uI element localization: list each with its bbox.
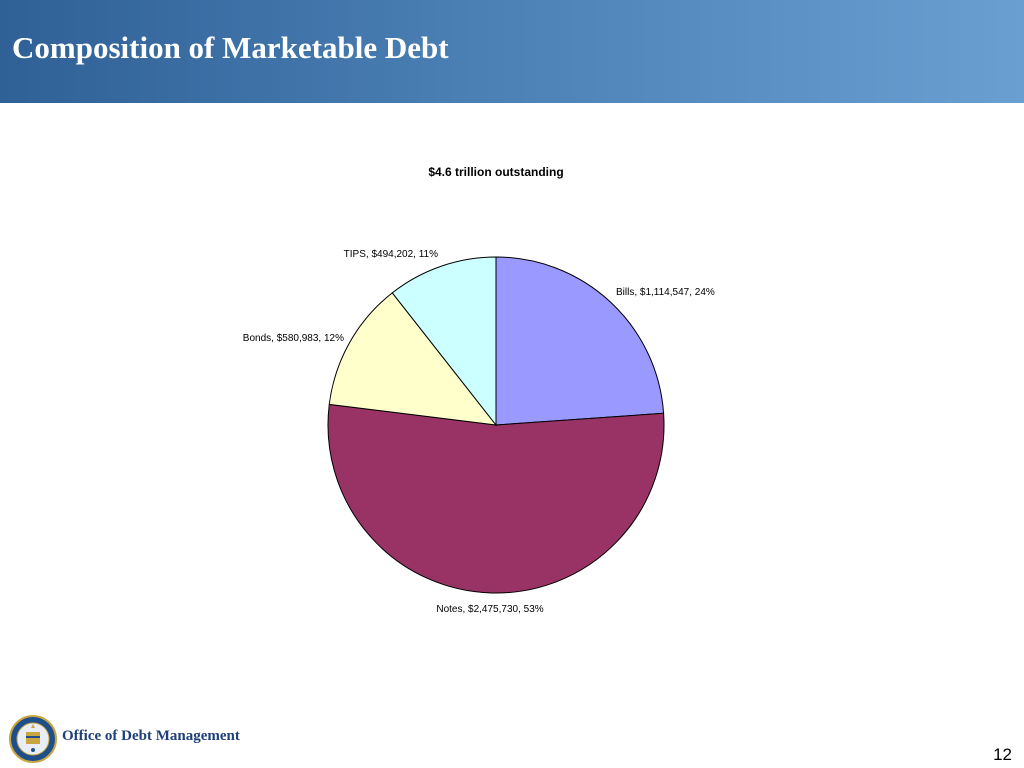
pie-label-bills: Bills, $1,114,547, 24%: [616, 287, 715, 298]
slide-title: Composition of Marketable Debt: [12, 30, 449, 65]
pie-slice-notes: [327, 403, 665, 594]
pie-chart: $4.6 trillion outstanding Bills, $1,114,…: [243, 165, 715, 615]
chart-title: $4.6 trillion outstanding: [428, 165, 563, 179]
treasury-seal-icon: [9, 715, 57, 763]
page-number: 12: [993, 745, 1012, 764]
footer-organization: Office of Debt Management: [62, 728, 240, 744]
pie-label-bonds: Bonds, $580,983, 12%: [243, 333, 344, 344]
pie-slice-bonds: [328, 292, 498, 426]
pie-slices: [327, 256, 665, 594]
pie-label-tips: TIPS, $494,202, 11%: [344, 249, 438, 260]
pie-labels: Bills, $1,114,547, 24% Notes, $2,475,730,…: [243, 249, 715, 615]
title-banner: Composition of Marketable Debt: [0, 0, 1024, 103]
pie-slice-tips: [391, 256, 497, 427]
pie-slice-bills: [495, 256, 665, 426]
pie-label-notes: Notes, $2,475,730, 53%: [436, 604, 543, 615]
